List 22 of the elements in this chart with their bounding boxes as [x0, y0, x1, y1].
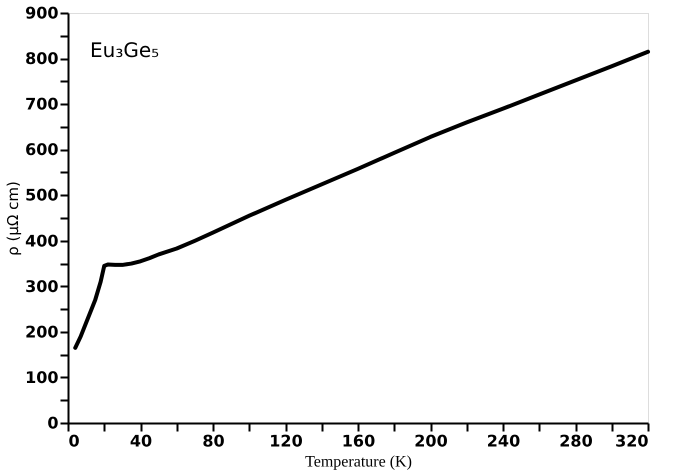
y-axis-title: ρ (μΩ cm): [4, 181, 22, 256]
y-tick-label: 600: [25, 140, 58, 160]
y-tick-label: 0: [47, 414, 58, 432]
x-tick-label: 280: [559, 432, 593, 450]
y-tick-label: 900: [25, 4, 58, 22]
y-tick-label: 700: [25, 94, 58, 114]
x-tick-label: 80: [202, 432, 225, 450]
y-tick-label: 500: [25, 186, 58, 205]
x-tick-label: 200: [414, 432, 448, 450]
x-tick-label: 320: [615, 432, 648, 450]
x-tick-label: 240: [486, 432, 520, 450]
y-tick-label: 800: [25, 49, 58, 68]
x-tick-label: 160: [342, 432, 376, 450]
x-axis-title: Temperature (K): [305, 454, 412, 470]
annotation: Eu₃Ge₅: [90, 38, 160, 62]
y-tick-label: 300: [25, 276, 58, 296]
x-tick-label: 40: [130, 432, 152, 450]
x-tick-label: 0: [68, 432, 80, 450]
x-tick-label: 120: [269, 432, 303, 450]
y-tick-label: 400: [25, 231, 58, 250]
y-tick-label: 100: [25, 368, 58, 387]
y-tick-label: 200: [25, 322, 58, 342]
